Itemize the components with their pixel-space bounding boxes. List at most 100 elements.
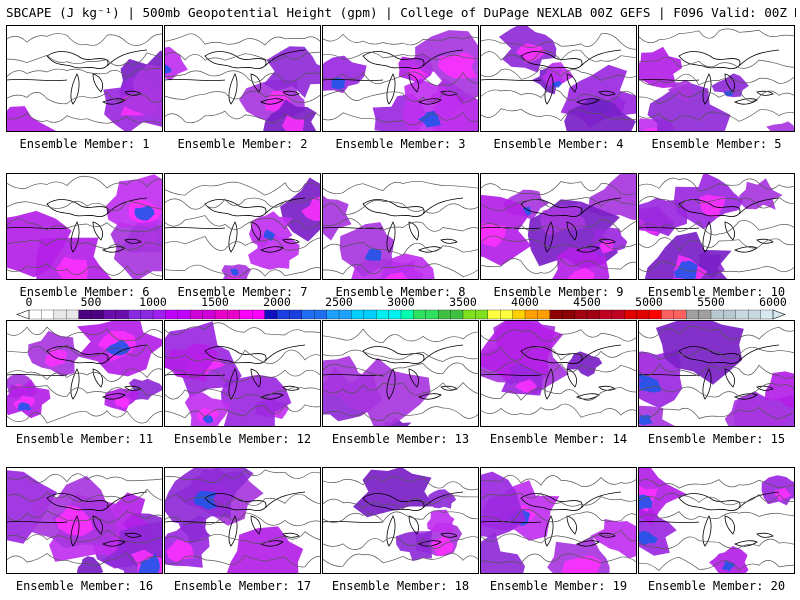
- panel-label: Ensemble Member: 7: [177, 285, 308, 299]
- cape-area: [655, 321, 744, 385]
- lake-michigan-outline: [702, 221, 712, 253]
- sbcape-shading: [165, 468, 304, 573]
- colorbar-tick-label: 3500: [449, 295, 477, 309]
- cape-high: [165, 64, 172, 75]
- lake-huron-outline: [250, 368, 261, 388]
- panel-label: Ensemble Member: 16: [15, 579, 154, 593]
- border-line: [323, 49, 464, 81]
- colorbar-bin: [165, 309, 179, 320]
- map-frame: [480, 173, 637, 280]
- height-contour: [7, 112, 162, 124]
- cape-area: [263, 46, 320, 98]
- cape-area: [220, 374, 292, 426]
- colorbar-bin: [413, 309, 427, 320]
- map-frame: [6, 320, 163, 427]
- geography-outline: [165, 491, 306, 547]
- lake-michigan-outline: [544, 73, 554, 105]
- height-contour: [165, 197, 320, 210]
- lake-michigan-outline: [386, 515, 396, 547]
- cape-area: [644, 231, 732, 279]
- cape-core: [644, 128, 660, 131]
- lake-erie-outline: [102, 98, 126, 105]
- colorbar-bin: [574, 309, 588, 320]
- height-contour: [481, 492, 636, 507]
- height-contour: [7, 52, 162, 67]
- panel-label: Ensemble Member: 11: [15, 432, 154, 446]
- colorbar-max-arrow: [772, 309, 786, 320]
- cape-core: [281, 114, 305, 131]
- lake-michigan-outline: [70, 368, 80, 400]
- height-contour: [165, 369, 320, 383]
- border-line: [165, 491, 306, 523]
- height-contours: [165, 181, 320, 278]
- cape-core: [438, 52, 478, 79]
- geography-outline: [323, 491, 464, 547]
- sbcape-shading: [639, 46, 794, 131]
- panel-label: Ensemble Member: 13: [331, 432, 470, 446]
- colorbar-bin: [301, 309, 315, 320]
- lake-michigan-outline: [386, 368, 396, 400]
- cape-area: [764, 371, 794, 408]
- colorbar-bin: [698, 309, 712, 320]
- height-contour: [7, 488, 162, 504]
- cape-high: [105, 339, 131, 356]
- height-contour: [639, 196, 794, 209]
- colorbar-tick-label: 1000: [139, 295, 167, 309]
- lake-ontario-outline: [598, 238, 616, 244]
- height-contour: [165, 264, 320, 278]
- lake-michigan-outline: [544, 368, 554, 400]
- colorbar-legend: 0 500 1000 1500 2000 2500 3000 3500 4000 4500 5000…: [0, 296, 800, 320]
- panel-label: Ensemble Member: 19: [489, 579, 628, 593]
- lake-ontario-outline: [440, 238, 458, 244]
- cape-area: [647, 83, 731, 131]
- map-frame: [6, 173, 163, 280]
- border-line: [639, 344, 780, 376]
- colorbar-bin: [710, 309, 724, 320]
- colorbar-bin: [735, 309, 749, 320]
- colorbar-bin: [425, 309, 439, 320]
- panel-label: Ensemble Member: 8: [335, 285, 466, 299]
- lake-ontario-outline: [756, 90, 774, 96]
- lake-ontario-outline: [598, 90, 616, 96]
- lake-huron-outline: [408, 368, 419, 388]
- lake-michigan-outline: [544, 221, 554, 253]
- height-contour: [481, 403, 636, 418]
- height-contour: [323, 349, 478, 362]
- sbcape-map: [165, 177, 320, 279]
- height-contour: [165, 404, 320, 419]
- colorbar-bin: [586, 309, 600, 320]
- colorbar-bin: [661, 309, 675, 320]
- map-title: SBCAPE (J kg⁻¹) | 500mb Geopotential Hei…: [6, 5, 796, 20]
- height-contour: [165, 322, 320, 336]
- sbcape-map: [165, 33, 320, 131]
- lake-erie-outline: [102, 540, 126, 547]
- colorbar-bin: [53, 309, 67, 320]
- cape-area: [280, 177, 320, 242]
- lake-huron-outline: [724, 221, 735, 241]
- height-contour: [323, 552, 478, 567]
- lake-superior-outline: [678, 493, 741, 511]
- sbcape-shading: [7, 321, 162, 419]
- height-contour: [323, 111, 478, 126]
- cape-core: [301, 196, 320, 221]
- lake-ontario-outline: [598, 532, 616, 538]
- colorbar-bin: [562, 309, 576, 320]
- geography-outline: [639, 197, 780, 253]
- height-contour: [7, 343, 162, 358]
- cape-area: [481, 532, 525, 573]
- sbcape-map: [7, 174, 162, 279]
- colorbar-bin: [190, 309, 204, 320]
- colorbar-tick-label: 2500: [325, 295, 353, 309]
- map-frame: [638, 173, 795, 280]
- colorbar-tick-label: 6000: [759, 295, 787, 309]
- map-frame: [638, 320, 795, 427]
- colorbar-bin: [475, 309, 489, 320]
- colorbar-bin: [363, 309, 377, 320]
- lake-huron-outline: [92, 221, 103, 241]
- panel-label: Ensemble Member: 9: [493, 285, 624, 299]
- lake-erie-outline: [260, 393, 284, 400]
- height-contour: [7, 368, 162, 382]
- sbcape-shading: [165, 321, 292, 426]
- lake-superior-outline: [204, 199, 267, 217]
- height-contour: [481, 258, 636, 274]
